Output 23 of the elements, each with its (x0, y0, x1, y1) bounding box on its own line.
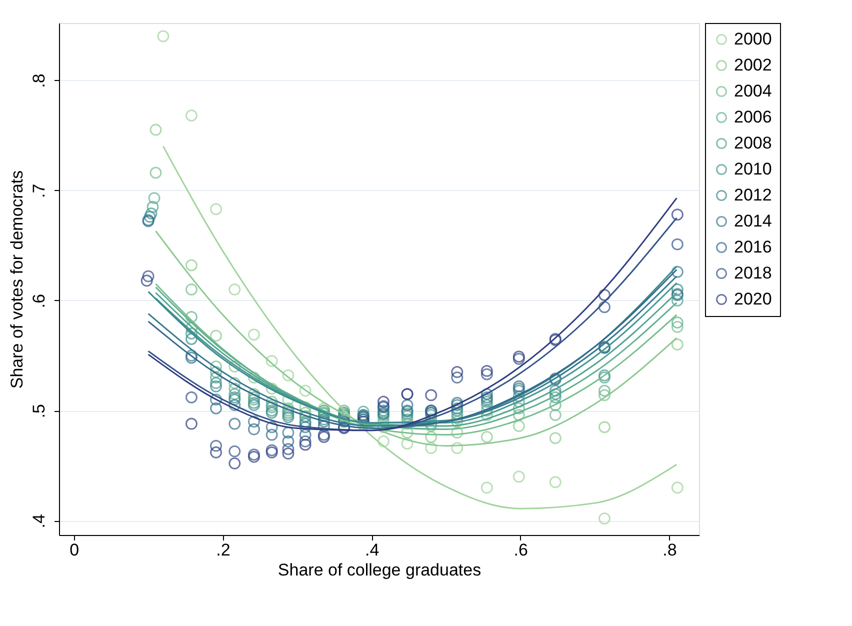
y-axis-title: Share of votes for democrats (8, 170, 26, 389)
x-tick-label: .2 (216, 540, 230, 560)
legend-label: 2002 (734, 56, 772, 74)
x-tick-label: 0 (70, 540, 80, 560)
x-tick-label: .6 (514, 540, 528, 560)
x-axis-title: Share of college graduates (278, 560, 482, 580)
legend-label: 2004 (734, 82, 772, 100)
y-tick-label: .5 (30, 404, 48, 418)
y-tick-label: .4 (30, 514, 48, 528)
legend-label: 2012 (734, 186, 772, 204)
legend-label: 2014 (734, 212, 772, 230)
legend-label: 2010 (734, 160, 772, 178)
legend-label: 2000 (734, 30, 772, 48)
x-tick-label: .8 (662, 540, 677, 560)
y-tick-label: .6 (30, 294, 48, 308)
legend-label: 2018 (734, 264, 772, 282)
x-tick-label: .4 (364, 540, 380, 560)
legend-label: 2008 (734, 134, 772, 152)
y-tick-label: .8 (30, 74, 48, 88)
legend-label: 2006 (734, 108, 772, 126)
legend-label: 2016 (734, 238, 772, 256)
legend-label: 2020 (734, 290, 772, 308)
y-tick-label: .7 (30, 184, 48, 198)
